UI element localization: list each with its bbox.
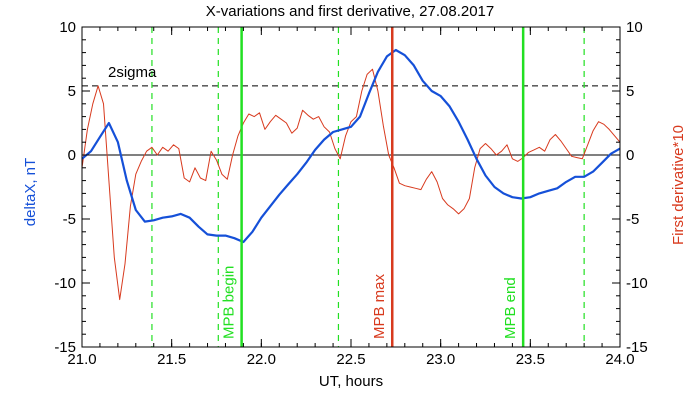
x-axis-label: UT, hours	[319, 373, 383, 390]
y-tick-label-right: 5	[626, 83, 634, 100]
y-tick-label-left: -10	[54, 275, 76, 292]
mpb-max-label: MPB max	[371, 273, 388, 339]
y-tick-label-left: 10	[59, 19, 76, 36]
derivative-series-line	[81, 68, 621, 301]
mpb-begin-label: MPB begin	[221, 266, 238, 339]
mpb-end-label: MPB end	[502, 277, 519, 339]
series-layer	[81, 48, 621, 301]
x-tick-label: 23.5	[516, 351, 545, 368]
y-tick-label-right: 0	[626, 147, 634, 164]
y-tick-label-left: -15	[54, 339, 76, 356]
dashed-marker-layer	[151, 27, 585, 347]
y-axis-label-right: First derivative*10	[670, 125, 687, 245]
tick-layer: 21.0 21.5 22.0 22.5 23.0 23.5 24.0-15 -15-10 -10…	[54, 19, 647, 368]
sigma-label: 2sigma	[108, 64, 157, 81]
deltax-series-line	[81, 48, 621, 244]
y-tick-label-right: 10	[626, 19, 643, 36]
y-tick-label-right: -5	[626, 211, 639, 228]
y-tick-label-left: -5	[63, 211, 76, 228]
y-axis-label-left: deltaX, nT	[22, 158, 39, 226]
y-tick-label-right: -10	[626, 275, 648, 292]
y-tick-label-left: 0	[68, 147, 76, 164]
mpb-marker-layer: MPB begin MPB max MPB end	[221, 27, 525, 347]
x-tick-label: 21.5	[157, 351, 186, 368]
x-tick-label: 22.0	[247, 351, 276, 368]
chart-title: X-variations and first derivative, 27.08…	[206, 3, 495, 20]
y-tick-label-left: 5	[68, 83, 76, 100]
y-tick-label-right: -15	[626, 339, 648, 356]
x-tick-label: 22.5	[336, 351, 365, 368]
x-tick-label: 24.0	[605, 351, 634, 368]
x-tick-label: 21.0	[67, 351, 96, 368]
x-tick-label: 23.0	[426, 351, 455, 368]
